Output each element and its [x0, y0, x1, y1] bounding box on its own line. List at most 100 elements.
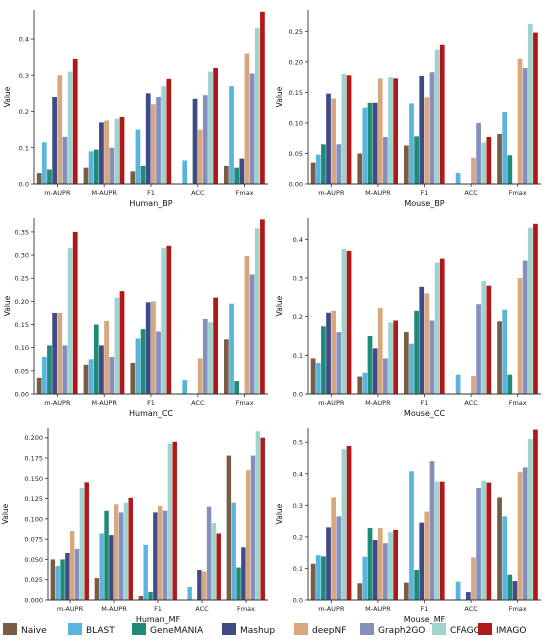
bar-blast-f1 — [409, 471, 414, 600]
y-tick-label: 0.075 — [24, 536, 43, 544]
bar-graph2go-fmax — [522, 260, 528, 394]
bar-naive-fmax — [226, 455, 232, 600]
bar-graph2go-acc — [202, 318, 208, 394]
bar-imago-f1 — [439, 44, 445, 184]
y-tick-label: 0.200 — [24, 434, 43, 442]
y-tick-label: 0.1 — [293, 565, 303, 573]
bar-cfago-m-aupr — [79, 488, 85, 600]
bar-graph2go-m-aupr — [383, 543, 388, 600]
bar-graph2go-f1 — [156, 331, 161, 394]
bar-blast-acc — [187, 587, 192, 600]
bar-mashup-fmax — [239, 158, 245, 184]
bar-naive-m-aupr — [50, 559, 56, 600]
y-tick-label: 0.25 — [15, 275, 29, 283]
bar-deepnf-f1 — [424, 97, 430, 184]
x-tick-label: m-AUPR — [44, 189, 71, 197]
x-tick-label: M-AUPR — [91, 399, 117, 407]
bar-graph2go-f1 — [156, 97, 161, 184]
bar-blast-fmax — [502, 111, 508, 184]
bar-blast-m-aupr — [55, 565, 60, 600]
bar-imago-acc — [486, 136, 492, 184]
bar-imago-m-aupr — [119, 116, 125, 184]
bar-naive-fmax — [224, 339, 229, 394]
bar-naive-fmax — [497, 321, 502, 394]
bar-graph2go-m-aupr — [336, 332, 342, 394]
bar-imago-fmax — [260, 219, 265, 394]
chart-panel-1: 0.0 0.1 0.2 0.3 0.4 m-AUPR M-AUPR F1 ACC Fmax Huma… — [3, 10, 268, 208]
bar-naive-m-aupr — [36, 173, 42, 184]
bar-blast-fmax — [502, 516, 508, 600]
bar-graph2go-m-aupr — [336, 144, 342, 184]
bar-graph2go-fmax — [522, 467, 528, 600]
bar-blast-m-aupr — [41, 356, 47, 394]
bar-genemania-m-aupr — [47, 169, 52, 184]
bar-genemania-fmax — [236, 567, 241, 600]
chart-panel-6: 0.0 0.1 0.2 0.3 0.4 0.5 m-AUPR M-AUPR F1 ACC Fmax M… — [275, 428, 541, 624]
bar-naive-f1 — [130, 362, 136, 394]
bar-mashup-f1 — [145, 302, 151, 394]
bar-naive-m-aupr — [94, 578, 100, 600]
bar-deepnf-fmax — [246, 470, 251, 600]
bar-genemania-m-aupr — [321, 326, 326, 394]
x-tick-label: F1 — [147, 399, 155, 407]
x-axis-title: Mouse_CC — [404, 409, 446, 418]
bar-graph2go-m-aupr — [336, 516, 342, 600]
x-tick-label: m-AUPR — [44, 399, 71, 407]
bar-graph2go-acc — [476, 122, 481, 184]
bar-genemania-f1 — [414, 136, 419, 184]
bar-deepnf-fmax — [517, 277, 523, 394]
bar-graph2go-acc — [476, 487, 481, 600]
bar-cfago-m-aupr — [67, 248, 73, 394]
y-tick-label: 0.3 — [293, 274, 303, 282]
bar-mashup-m-aupr — [109, 535, 114, 600]
legend-label-imago: IMAGO — [496, 626, 526, 636]
bar-imago-acc — [213, 68, 218, 184]
bar-cfago-f1 — [434, 481, 440, 600]
bar-genemania-m-aupr — [321, 144, 326, 184]
legend-swatch-deepnf — [294, 623, 308, 635]
bar-blast-m-aupr — [99, 533, 104, 600]
x-tick-label: m-AUPR — [318, 189, 345, 197]
bar-naive-m-aupr — [83, 167, 89, 184]
bar-blast-m-aupr — [88, 151, 94, 184]
bar-imago-fmax — [260, 11, 265, 184]
bar-cfago-fmax — [527, 227, 533, 394]
bar-graph2go-m-aupr — [109, 147, 115, 184]
bar-imago-m-aupr — [72, 231, 78, 394]
bar-mashup-fmax — [241, 547, 246, 600]
bar-deepnf-m-aupr — [377, 528, 383, 600]
bar-graph2go-f1 — [429, 461, 435, 600]
bar-blast-m-aupr — [88, 359, 94, 394]
legend-label-mashup: Mashup — [240, 626, 275, 636]
bar-genemania-m-aupr — [321, 556, 326, 600]
bar-blast-acc — [182, 380, 188, 394]
y-tick-label: 0.20 — [289, 58, 303, 66]
x-tick-label: M-AUPR — [365, 605, 391, 613]
bar-cfago-m-aupr — [388, 532, 393, 600]
y-tick-label: 0.05 — [289, 150, 303, 158]
bar-mashup-m-aupr — [372, 102, 378, 184]
bar-cfago-fmax — [527, 24, 533, 185]
y-tick-label: 0.150 — [24, 475, 43, 483]
y-tick-label: 0.15 — [15, 321, 29, 329]
y-tick-label: 0.30 — [15, 252, 29, 260]
bar-naive-f1 — [130, 171, 136, 184]
bar-genemania-m-aupr — [93, 324, 99, 394]
bar-cfago-acc — [481, 281, 487, 394]
bar-imago-m-aupr — [393, 320, 399, 394]
bar-deepnf-acc — [471, 157, 476, 184]
y-tick-label: 0.4 — [19, 36, 29, 44]
y-tick-label: 0.3 — [293, 502, 303, 510]
bar-blast-acc — [455, 173, 461, 184]
bar-mashup-acc — [465, 592, 471, 600]
bar-cfago-f1 — [161, 86, 167, 184]
y-axis-title: Value — [275, 86, 284, 107]
bar-deepnf-m-aupr — [331, 98, 337, 184]
bar-imago-m-aupr — [393, 78, 399, 184]
bar-blast-f1 — [409, 103, 414, 184]
bar-deepnf-f1 — [424, 511, 430, 600]
bar-blast-m-aupr — [315, 154, 321, 184]
y-tick-label: 0.5 — [293, 439, 303, 447]
bar-imago-m-aupr — [346, 445, 352, 600]
